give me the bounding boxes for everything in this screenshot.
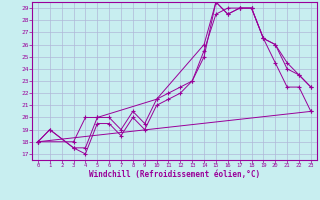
X-axis label: Windchill (Refroidissement éolien,°C): Windchill (Refroidissement éolien,°C) [89,170,260,179]
